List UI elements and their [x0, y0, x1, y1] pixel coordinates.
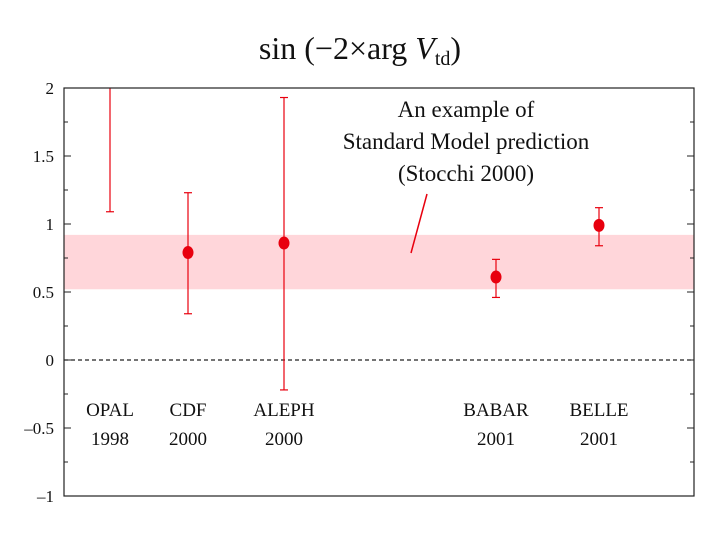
annotation-pointer [410, 193, 428, 254]
title-variable: V [415, 30, 435, 66]
year-label: 2000 [265, 429, 303, 450]
y-tick-label: –0.5 [23, 419, 54, 438]
y-tick-label: 1 [46, 215, 55, 234]
point-belle: BELLE 2001 [569, 207, 629, 450]
data-point-marker [593, 218, 605, 232]
prediction-band [64, 234, 694, 290]
point-aleph: ALEPH 2000 [253, 96, 315, 450]
year-label: 2001 [477, 429, 515, 450]
annotation-line: An example of [398, 97, 535, 122]
point-babar: BABAR 2001 [463, 258, 529, 450]
experiment-label: OPAL [86, 400, 134, 421]
y-tick-label: 2 [46, 79, 55, 98]
title-subscript: td [434, 48, 451, 70]
annotation: An example of Standard Model prediction (S… [343, 97, 590, 186]
y-tick-label: –1 [36, 487, 54, 506]
point-opal: OPAL 1998 [86, 88, 134, 450]
experiment-label: BABAR [463, 400, 529, 421]
plot-frame [63, 87, 695, 497]
year-label: 2001 [580, 429, 618, 450]
experiment-label: ALEPH [253, 400, 315, 421]
point-cdf: CDF 2000 [169, 192, 207, 450]
y-tick-label: 0.5 [33, 283, 54, 302]
title-prefix: sin (−2×arg [258, 30, 416, 66]
data-point-marker [490, 270, 502, 284]
experiment-label: CDF [170, 400, 207, 421]
annotation-line: (Stocchi 2000) [398, 161, 534, 186]
chart-title: sin (−2×arg Vtd) [0, 30, 720, 71]
year-label: 1998 [91, 429, 129, 450]
y-tick-label: 1.5 [33, 147, 54, 166]
y-tick-label: 0 [46, 351, 55, 370]
data-point-marker [182, 246, 194, 260]
year-label: 2000 [169, 429, 207, 450]
title-suffix: ) [450, 30, 462, 66]
data-point-marker [278, 236, 290, 250]
annotation-line: Standard Model prediction [343, 129, 590, 154]
experiment-label: BELLE [569, 400, 628, 421]
